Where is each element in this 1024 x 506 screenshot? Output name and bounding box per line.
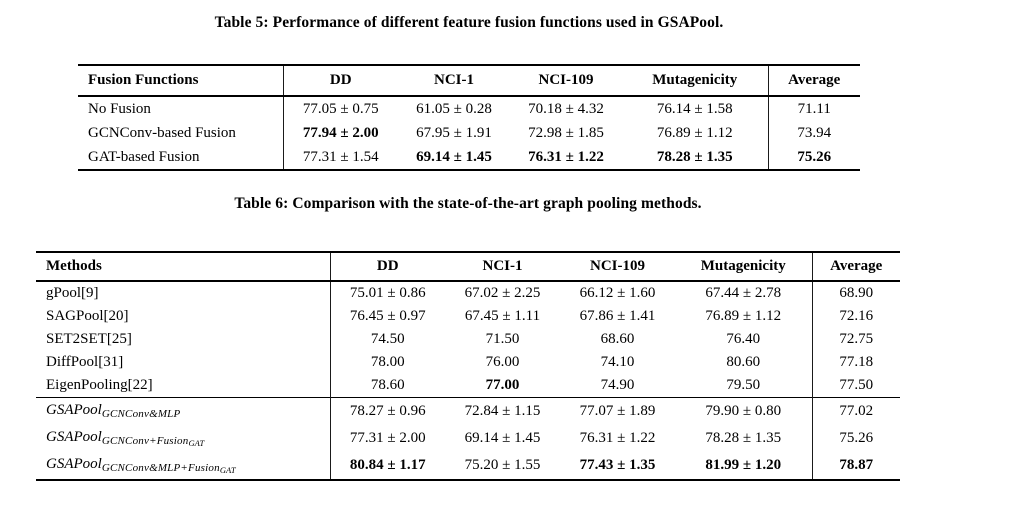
table-cell: 76.89 ± 1.12: [656, 124, 733, 141]
table-cell: 77.02: [811, 397, 900, 425]
table-cell: 76.31 ± 1.22: [579, 430, 656, 446]
column-header: Average: [811, 252, 900, 282]
table-cell: 71.11: [767, 96, 860, 121]
table-cell: 77.00: [485, 377, 520, 393]
table-row: DiffPool[31] 78.00 76.00 74.10 80.60 77.…: [36, 351, 900, 374]
table-cell: 73.94: [767, 121, 860, 145]
table-cell: 76.45 ± 0.97: [329, 305, 445, 328]
row-label: No Fusion: [88, 100, 151, 117]
table-row: GSAPoolGCNConv+FusionGAT 77.31 ± 2.00 69…: [36, 425, 900, 452]
table-cell: 78.28 ± 1.35: [705, 430, 782, 446]
row-label: GSAPoolGCNConv&MLP+FusionGAT: [36, 452, 330, 480]
column-header: Methods: [36, 252, 330, 282]
table-cell: 68.90: [811, 281, 900, 305]
table-cell: 67.95 ± 1.91: [416, 124, 492, 141]
table-cell: 79.50: [726, 377, 761, 393]
table-cell: 79.90 ± 0.80: [675, 397, 812, 425]
table-cell: 67.44 ± 2.78: [705, 285, 782, 301]
table-cell: 76.14 ± 1.58: [656, 100, 733, 117]
table-row: GCNConv-based Fusion 77.94 ± 2.00 67.95 …: [78, 121, 860, 145]
table-cell: 75.20 ± 1.55: [464, 457, 541, 473]
table-row: GSAPoolGCNConv&MLP 78.27 ± 0.96 72.84 ± …: [36, 397, 900, 425]
table-cell: 72.98 ± 1.85: [528, 124, 604, 141]
table-cell: 67.45 ± 1.11: [464, 308, 541, 324]
table-cell: 76.89 ± 1.12: [705, 308, 782, 324]
table-row: gPool[9] 75.01 ± 0.86 67.02 ± 2.25 66.12…: [36, 281, 900, 305]
table-cell: 78.27 ± 0.96: [329, 397, 445, 425]
row-label: DiffPool[31]: [46, 354, 124, 370]
table-cell: 77.94 ± 2.00: [282, 121, 398, 145]
table-row: No Fusion 77.05 ± 0.75 61.05 ± 0.28 70.1…: [78, 96, 860, 121]
method-name: GSAPoolGCNConv&MLP: [46, 402, 181, 420]
table-cell: 77.31 ± 2.00: [329, 425, 445, 452]
table-cell: 61.05 ± 0.28: [416, 100, 492, 117]
table-cell: 77.07 ± 1.89: [560, 397, 675, 425]
table6-pooling-comparison: Methods DD NCI-1 NCI-109 Mutagenicity Av…: [36, 251, 900, 481]
row-label: gPool[9]: [46, 285, 99, 301]
table-cell: 75.26: [767, 145, 860, 170]
table-cell: 77.18: [811, 351, 900, 374]
table-cell: 75.26: [811, 425, 900, 452]
row-label: EigenPooling[22]: [46, 377, 153, 393]
table5-caption: Table 5: Performance of different featur…: [214, 14, 724, 31]
column-header: Mutagenicity: [675, 252, 812, 282]
row-label: GSAPoolGCNConv+FusionGAT: [36, 425, 330, 452]
table-cell: 78.28 ± 1.35: [656, 148, 733, 165]
row-label: GAT-based Fusion: [88, 148, 200, 165]
column-header: Average: [767, 65, 860, 97]
method-name: GSAPoolGCNConv+FusionGAT: [46, 429, 205, 448]
column-header: NCI-1: [398, 65, 510, 97]
column-header: DD: [329, 252, 445, 282]
table-cell: 77.05 ± 0.75: [282, 96, 398, 121]
row-label: SET2SET[25]: [46, 331, 132, 347]
table-row: SET2SET[25] 74.50 71.50 68.60 76.40 72.7…: [36, 328, 900, 351]
table-cell: 72.16: [811, 305, 900, 328]
table-row: GSAPoolGCNConv&MLP+FusionGAT 80.84 ± 1.1…: [36, 452, 900, 480]
table-cell: 80.84 ± 1.17: [329, 452, 445, 480]
table-cell: 76.31 ± 1.22: [528, 148, 604, 165]
table-cell: 67.02 ± 2.25: [464, 285, 541, 301]
table-cell: 69.14 ± 1.45: [416, 148, 492, 165]
table6-header-row: Methods DD NCI-1 NCI-109 Mutagenicity Av…: [36, 252, 900, 282]
table-cell: 76.40: [726, 331, 761, 347]
table-cell: 67.86 ± 1.41: [579, 308, 656, 324]
table-row: GAT-based Fusion 77.31 ± 1.54 69.14 ± 1.…: [78, 145, 860, 170]
table-cell: 77.31 ± 1.54: [282, 145, 398, 170]
table-cell: 78.00: [329, 351, 445, 374]
table-cell: 74.10: [600, 354, 635, 370]
table5-fusion-functions: Fusion Functions DD NCI-1 NCI-109 Mutage…: [78, 64, 860, 171]
table-cell: 72.84 ± 1.15: [445, 397, 560, 425]
column-header: NCI-1: [445, 252, 560, 282]
column-header: Fusion Functions: [78, 65, 283, 97]
table-cell: 74.50: [329, 328, 445, 351]
table-row: EigenPooling[22] 78.60 77.00 74.90 79.50…: [36, 374, 900, 398]
row-label: SAGPool[20]: [46, 308, 129, 324]
table-cell: 75.01 ± 0.86: [329, 281, 445, 305]
table-cell: 78.60: [329, 374, 445, 398]
row-label: GCNConv-based Fusion: [88, 124, 236, 141]
table-cell: 69.14 ± 1.45: [464, 430, 541, 446]
method-name: GSAPoolGCNConv&MLP+FusionGAT: [46, 456, 236, 475]
column-header: NCI-109: [510, 65, 622, 97]
table-cell: 68.60: [600, 331, 635, 347]
row-label: GSAPoolGCNConv&MLP: [36, 397, 330, 425]
table-cell: 77.43 ± 1.35: [579, 457, 656, 473]
table-row: SAGPool[20] 76.45 ± 0.97 67.45 ± 1.11 67…: [36, 305, 900, 328]
table-cell: 74.90: [600, 377, 635, 393]
table-cell: 78.87: [811, 452, 900, 480]
table-cell: 70.18 ± 4.32: [528, 100, 604, 117]
table-cell: 66.12 ± 1.60: [579, 285, 656, 301]
table-cell: 81.99 ± 1.20: [705, 457, 782, 473]
table-cell: 80.60: [726, 354, 761, 370]
table-cell: 71.50: [485, 331, 520, 347]
column-header: DD: [282, 65, 398, 97]
column-header: NCI-109: [560, 252, 675, 282]
table6-caption: Table 6: Comparison with the state-of-th…: [234, 195, 702, 212]
table-cell: 72.75: [811, 328, 900, 351]
column-header: Mutagenicity: [622, 65, 768, 97]
table-cell: 77.50: [811, 374, 900, 398]
table-cell: 76.00: [485, 354, 520, 370]
table5-header-row: Fusion Functions DD NCI-1 NCI-109 Mutage…: [78, 65, 860, 97]
